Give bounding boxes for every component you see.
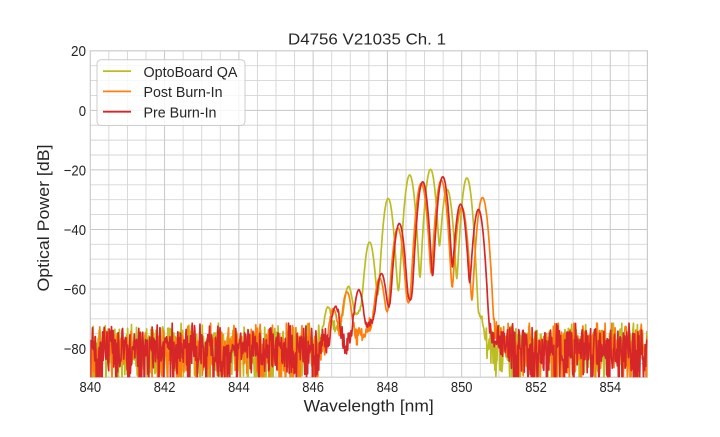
svg-text:850: 850	[451, 379, 473, 396]
svg-text:OptoBoard QA: OptoBoard QA	[144, 64, 238, 81]
svg-text:Pre Burn-In: Pre Burn-In	[144, 105, 217, 122]
svg-text:−40: −40	[64, 222, 86, 239]
svg-text:842: 842	[154, 379, 176, 396]
svg-text:846: 846	[302, 379, 324, 396]
svg-text:852: 852	[525, 379, 547, 396]
svg-text:848: 848	[377, 379, 399, 396]
svg-text:−20: −20	[64, 162, 86, 179]
svg-text:Optical Power [dB]: Optical Power [dB]	[34, 145, 53, 292]
svg-text:Post Burn-In: Post Burn-In	[144, 84, 223, 101]
svg-text:−80: −80	[64, 341, 86, 358]
svg-text:Wavelength [nm]: Wavelength [nm]	[304, 397, 434, 416]
svg-text:−60: −60	[64, 281, 86, 298]
svg-text:D4756 V21035 Ch. 1: D4756 V21035 Ch. 1	[288, 31, 446, 48]
svg-text:840: 840	[80, 379, 102, 396]
svg-text:0: 0	[79, 103, 86, 120]
svg-text:20: 20	[71, 43, 86, 60]
svg-text:844: 844	[228, 379, 250, 396]
svg-text:854: 854	[600, 379, 622, 396]
